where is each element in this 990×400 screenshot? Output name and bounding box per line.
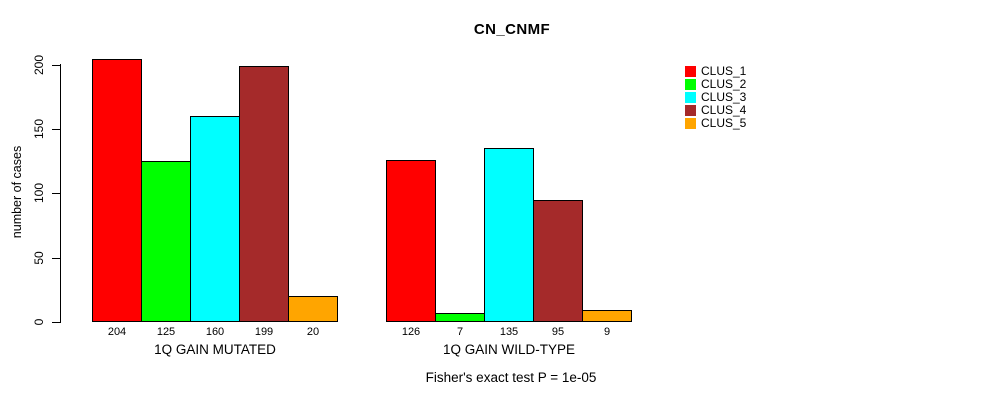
y-axis-tick (52, 129, 60, 130)
bar-clus-1 (92, 59, 142, 322)
legend-item: CLUS_4 (685, 103, 747, 117)
bar-clus-2 (435, 313, 485, 322)
bar-clus-5 (582, 310, 632, 322)
legend-swatch (685, 105, 696, 116)
y-axis-tick (52, 258, 60, 259)
bar-clus-4 (533, 200, 583, 322)
legend-label: CLUS_5 (701, 116, 747, 130)
legend-item: CLUS_3 (685, 90, 747, 104)
legend-label: CLUS_1 (701, 64, 747, 78)
y-axis-tick (52, 65, 60, 66)
legend-swatch (685, 118, 696, 129)
bar-value-label: 7 (456, 326, 464, 338)
bar-value-label: 199 (254, 326, 274, 338)
legend: CLUS_1 CLUS_2 CLUS_3 CLUS_4 CLUS_5 (685, 64, 747, 130)
y-axis-tick (52, 322, 60, 323)
annotation-text: Fisher's exact test P = 1e-05 (425, 370, 597, 385)
legend-item: CLUS_1 (685, 64, 747, 78)
y-axis-tick-label: 50 (32, 251, 46, 265)
y-axis-tick-label: 150 (32, 118, 46, 140)
bar-clus-3 (190, 116, 240, 322)
bar-value-label: 95 (551, 326, 565, 338)
group-label: 1Q GAIN WILD-TYPE (442, 342, 576, 357)
y-axis-line (60, 64, 61, 323)
bar-value-label: 160 (205, 326, 225, 338)
bar-value-label: 125 (156, 326, 176, 338)
legend-label: CLUS_2 (701, 77, 747, 91)
bar-clus-5 (288, 296, 338, 322)
legend-item: CLUS_2 (685, 77, 747, 91)
bar-clus-3 (484, 148, 534, 322)
y-axis-tick (52, 193, 60, 194)
bar-clus-2 (141, 161, 191, 322)
y-axis-tick-label: 200 (32, 54, 46, 76)
legend-item: CLUS_5 (685, 116, 747, 130)
bar-value-label: 204 (107, 326, 127, 338)
chart-title: CN_CNMF (473, 21, 551, 38)
legend-label: CLUS_4 (701, 103, 747, 117)
group-label: 1Q GAIN MUTATED (154, 342, 276, 357)
bar-clus-4 (239, 66, 289, 322)
bar-value-label: 135 (499, 326, 519, 338)
y-axis-label: number of cases (10, 145, 24, 239)
bar-value-label: 126 (401, 326, 421, 338)
y-axis-tick-label: 0 (32, 318, 46, 326)
y-axis-tick-label: 100 (32, 182, 46, 204)
legend-swatch (685, 79, 696, 90)
legend-swatch (685, 66, 696, 77)
bar-value-label: 9 (603, 326, 611, 338)
legend-label: CLUS_3 (701, 90, 747, 104)
legend-swatch (685, 92, 696, 103)
bar-value-label: 20 (306, 326, 320, 338)
bar-clus-1 (386, 160, 436, 322)
